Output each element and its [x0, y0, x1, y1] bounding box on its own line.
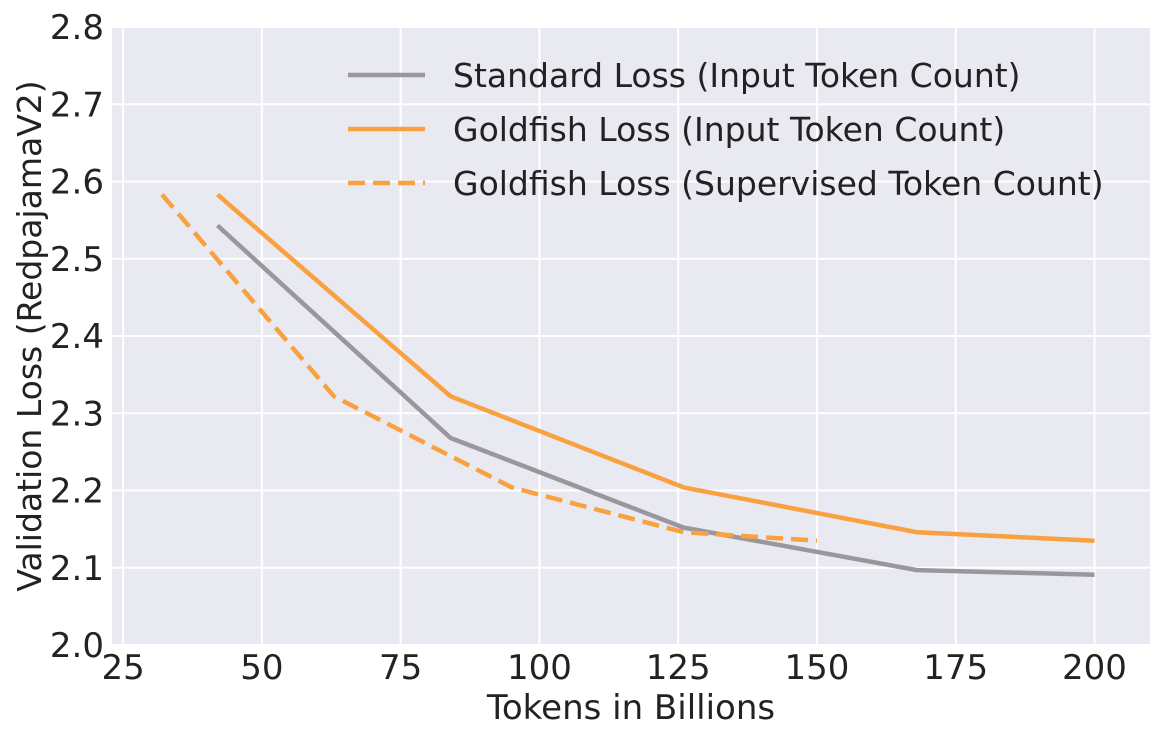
series-line-0 — [215, 223, 1095, 577]
x-tick-label: 100 — [507, 648, 572, 688]
legend-label-0: Standard Loss (Input Token Count) — [453, 56, 1021, 95]
y-tick-label: 2.5 — [50, 240, 104, 280]
y-axis-label: Validation Loss (RedpajamaV2) — [10, 80, 49, 591]
y-tick-label: 2.3 — [50, 394, 104, 434]
x-tick-label: 175 — [923, 648, 988, 688]
x-tick-label: 200 — [1062, 648, 1127, 688]
x-tick-label: 125 — [646, 648, 711, 688]
series-line-1 — [216, 192, 1095, 543]
y-tick-label: 2.2 — [50, 472, 104, 512]
x-tick-label: 25 — [101, 648, 144, 688]
y-tick-label: 2.1 — [50, 549, 104, 589]
y-tick-label: 2.0 — [50, 626, 104, 666]
y-tick-label: 2.7 — [50, 85, 104, 125]
y-tick-label: 2.4 — [50, 317, 104, 357]
legend-label-2: Goldfish Loss (Supervised Token Count) — [453, 164, 1104, 203]
series-line-2 — [160, 193, 818, 543]
x-axis-label: Tokens in Billions — [486, 688, 775, 728]
y-tick-label: 2.6 — [50, 163, 104, 203]
legend: Standard Loss (Input Token Count) Goldfis… — [348, 56, 1104, 203]
series-lines — [160, 192, 1095, 577]
x-tick-label: 150 — [784, 648, 849, 688]
y-tick-label: 2.8 — [50, 8, 104, 48]
x-tick-label: 50 — [240, 648, 283, 688]
tick-labels: 25 50 75 100 125 150 175 200 2.0 2.1 2.2 2.3 2.4 2.5 2… — [50, 8, 1127, 688]
x-tick-label: 75 — [379, 648, 422, 688]
legend-label-1: Goldfish Loss (Input Token Count) — [453, 110, 1005, 149]
